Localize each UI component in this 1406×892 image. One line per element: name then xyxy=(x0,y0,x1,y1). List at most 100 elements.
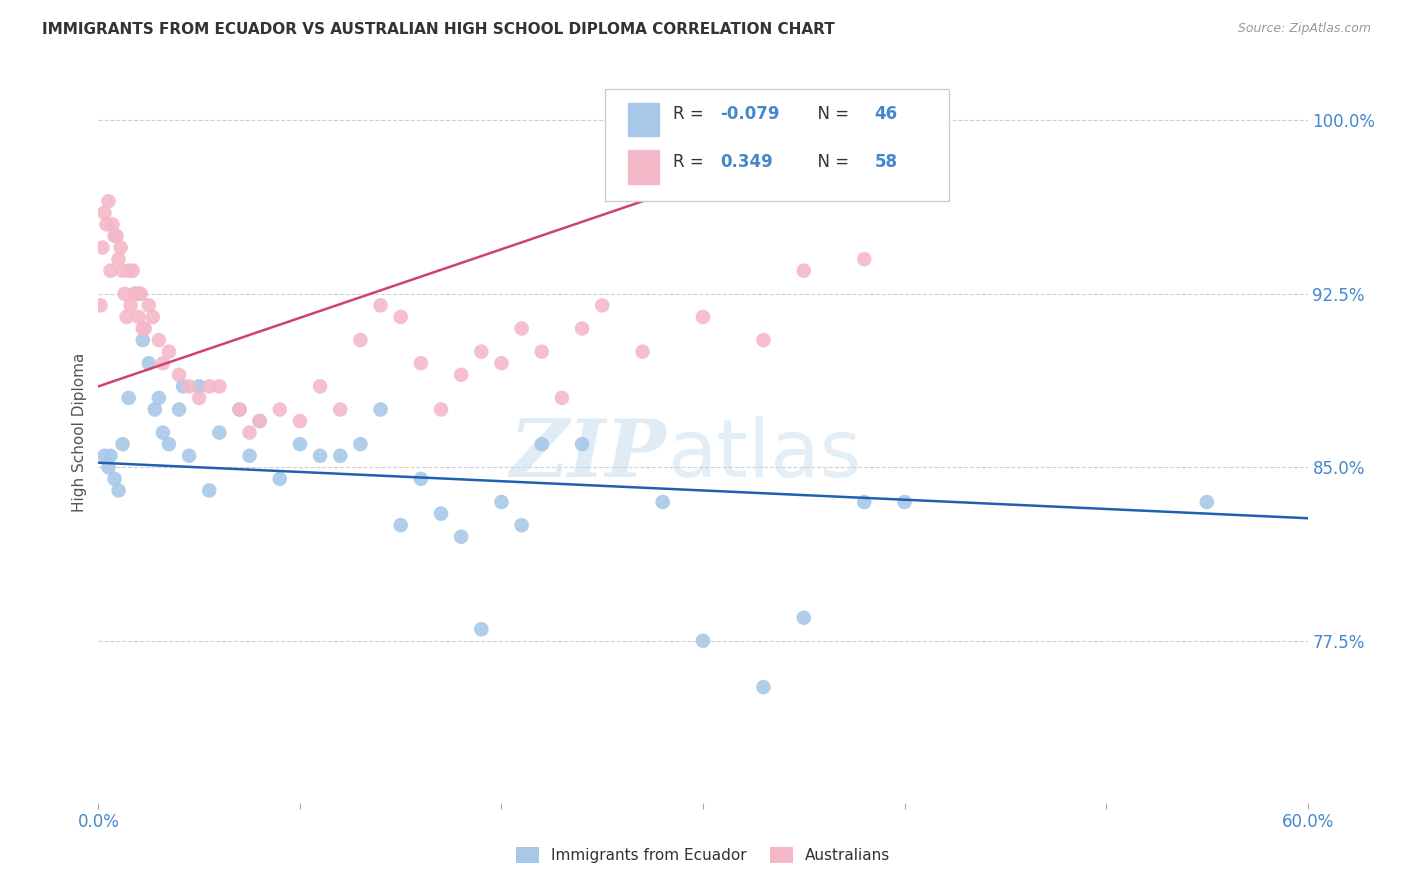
Point xyxy=(228,402,250,417)
Point xyxy=(120,298,142,312)
Point xyxy=(288,414,311,428)
Point xyxy=(309,449,332,463)
Point xyxy=(853,252,876,266)
Point xyxy=(142,310,165,324)
Point xyxy=(491,495,513,509)
Point xyxy=(118,391,141,405)
Point xyxy=(97,460,120,475)
Point xyxy=(124,286,146,301)
Point xyxy=(134,321,156,335)
Point xyxy=(152,356,174,370)
Point xyxy=(309,379,332,393)
Point xyxy=(530,344,553,359)
Point xyxy=(121,263,143,277)
Point xyxy=(470,344,492,359)
Point xyxy=(370,402,392,417)
Point xyxy=(510,518,533,533)
Point xyxy=(188,391,211,405)
Point xyxy=(129,286,152,301)
Point xyxy=(249,414,271,428)
Point xyxy=(115,310,138,324)
Text: Source: ZipAtlas.com: Source: ZipAtlas.com xyxy=(1237,22,1371,36)
Point xyxy=(409,472,432,486)
Point xyxy=(228,402,250,417)
Text: 46: 46 xyxy=(875,105,897,123)
Point xyxy=(114,286,136,301)
Point xyxy=(288,437,311,451)
Point xyxy=(91,240,114,254)
Text: -0.079: -0.079 xyxy=(720,105,779,123)
Point xyxy=(631,344,654,359)
Text: R =: R = xyxy=(673,153,714,170)
Point xyxy=(198,379,221,393)
Point xyxy=(105,229,128,244)
Point xyxy=(157,344,180,359)
Point xyxy=(651,495,673,509)
Point xyxy=(107,483,129,498)
Point xyxy=(470,622,492,636)
Point xyxy=(389,310,412,324)
Point xyxy=(329,402,352,417)
Point xyxy=(1195,495,1218,509)
Point xyxy=(430,402,453,417)
Point xyxy=(409,356,432,370)
Point xyxy=(188,379,211,393)
Point xyxy=(100,449,122,463)
Point xyxy=(157,437,180,451)
Point xyxy=(124,286,146,301)
Point xyxy=(97,194,120,209)
Point xyxy=(249,414,271,428)
Point xyxy=(591,298,613,312)
Point xyxy=(571,321,593,335)
Point xyxy=(239,449,262,463)
Point xyxy=(93,206,115,220)
Text: atlas: atlas xyxy=(666,416,860,494)
Point xyxy=(269,472,291,486)
Point xyxy=(389,518,412,533)
Point xyxy=(128,286,150,301)
Text: N =: N = xyxy=(807,153,855,170)
Point xyxy=(100,263,122,277)
Point xyxy=(128,310,150,324)
Point xyxy=(111,437,134,451)
Point xyxy=(103,472,125,486)
Point xyxy=(107,252,129,266)
Point xyxy=(167,368,190,382)
Point xyxy=(96,218,118,232)
Point xyxy=(491,356,513,370)
Text: R =: R = xyxy=(673,105,710,123)
Point xyxy=(143,402,166,417)
Point xyxy=(853,495,876,509)
Point xyxy=(208,425,231,440)
Point xyxy=(93,449,115,463)
Text: IMMIGRANTS FROM ECUADOR VS AUSTRALIAN HIGH SCHOOL DIPLOMA CORRELATION CHART: IMMIGRANTS FROM ECUADOR VS AUSTRALIAN HI… xyxy=(42,22,835,37)
Point xyxy=(172,379,194,393)
Point xyxy=(530,437,553,451)
Point xyxy=(101,218,124,232)
Text: 0.349: 0.349 xyxy=(720,153,773,170)
Point xyxy=(179,379,201,393)
Point xyxy=(551,391,574,405)
Point xyxy=(692,310,714,324)
Point xyxy=(510,321,533,335)
Text: N =: N = xyxy=(807,105,855,123)
Point xyxy=(148,391,170,405)
Text: 58: 58 xyxy=(875,153,897,170)
Point xyxy=(118,263,141,277)
Point xyxy=(152,425,174,440)
Text: ZIP: ZIP xyxy=(510,416,666,493)
Point xyxy=(793,263,815,277)
Point xyxy=(198,483,221,498)
Point xyxy=(167,402,190,417)
Point xyxy=(430,507,453,521)
Point xyxy=(450,368,472,382)
Point xyxy=(752,333,775,347)
Point xyxy=(89,298,111,312)
Point xyxy=(132,321,155,335)
Point xyxy=(692,633,714,648)
Point xyxy=(793,611,815,625)
Point xyxy=(103,229,125,244)
Point xyxy=(208,379,231,393)
Point xyxy=(148,333,170,347)
Point xyxy=(752,680,775,694)
